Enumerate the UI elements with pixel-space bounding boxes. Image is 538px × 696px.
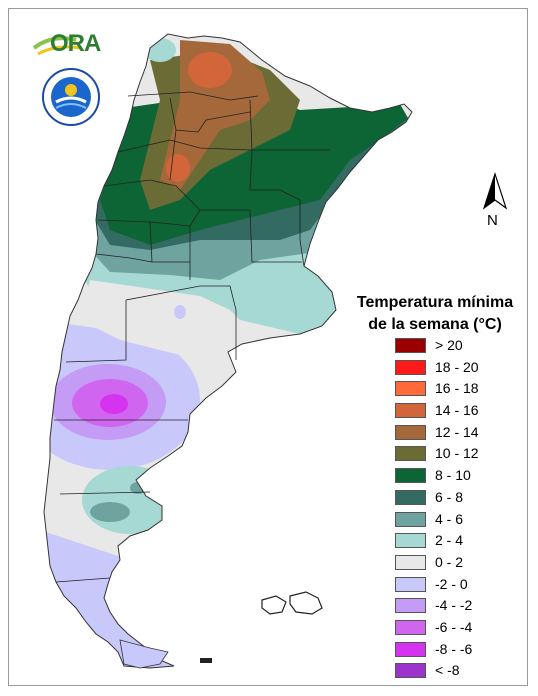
north-arrow-icon — [482, 172, 508, 210]
legend-item: 14 - 16 — [395, 401, 535, 423]
legend-swatch — [395, 424, 426, 440]
legend-label: 12 - 14 — [435, 423, 479, 440]
small-island — [200, 658, 212, 663]
legend-title-line1: Temperatura mínima — [356, 294, 514, 311]
legend-swatch — [395, 468, 426, 484]
legend-item: -8 - -6 — [395, 640, 535, 662]
legend-item: 10 - 12 — [395, 444, 535, 466]
legend-label: -2 - 0 — [435, 575, 468, 592]
legend-item: 6 - 8 — [395, 488, 535, 510]
legend-label: 2 - 4 — [435, 532, 464, 549]
legend: > 20 18 - 20 16 - 18 14 - 16 12 - 14 10 - 12 8… — [395, 336, 535, 683]
legend-swatch — [395, 554, 426, 570]
ora-logo — [32, 36, 81, 56]
tierra-del-fuego — [119, 639, 169, 669]
legend-item: 2 - 4 — [395, 531, 535, 553]
legend-swatch — [395, 381, 426, 397]
legend-label: > 20 — [435, 337, 463, 353]
legend-item: -2 - 0 — [395, 575, 535, 597]
legend-swatch — [395, 446, 426, 462]
legend-label: -6 - -4 — [435, 618, 473, 635]
legend-label: 8 - 10 — [435, 467, 471, 484]
legend-item: 16 - 18 — [395, 379, 535, 401]
legend-label: 0 - 2 — [435, 553, 464, 570]
north-label: N — [487, 212, 498, 229]
legend-swatch — [395, 598, 426, 614]
legend-item: 12 - 14 — [395, 423, 535, 445]
legend-item: -4 - -2 — [395, 596, 535, 618]
malvinas-islands — [261, 591, 323, 615]
legend-label: 6 - 8 — [435, 488, 464, 505]
legend-swatch — [395, 338, 426, 353]
legend-item: 0 - 2 — [395, 553, 535, 575]
legend-swatch — [395, 533, 426, 549]
legend-swatch — [395, 403, 426, 419]
legend-item: -6 - -4 — [395, 618, 535, 640]
legend-label: 18 - 20 — [435, 358, 479, 375]
legend-label: < -8 — [435, 662, 460, 679]
legend-item: 8 - 10 — [395, 466, 535, 488]
legend-swatch — [395, 619, 426, 635]
legend-label: -4 - -2 — [435, 597, 473, 614]
legend-item: 4 - 6 — [395, 510, 535, 532]
legend-swatch — [395, 576, 426, 592]
legend-swatch — [395, 359, 426, 375]
legend-label: 10 - 12 — [435, 445, 479, 462]
legend-item: < -8 — [395, 661, 535, 683]
legend-item: 18 - 20 — [395, 358, 535, 380]
organization-seal-icon — [42, 68, 100, 126]
legend-swatch — [395, 641, 426, 657]
legend-title: Temperatura mínima de la semana (°C) — [340, 292, 530, 336]
legend-label: -8 - -6 — [435, 640, 473, 657]
legend-label: 14 - 16 — [435, 402, 479, 419]
legend-label: 16 - 18 — [435, 380, 479, 397]
legend-item: > 20 — [395, 336, 535, 358]
logo-text: ORA — [50, 30, 101, 57]
legend-label: 4 - 6 — [435, 510, 464, 527]
legend-swatch — [395, 663, 426, 679]
legend-title-line2: de la semana (°C) — [368, 316, 502, 333]
legend-swatch — [395, 511, 426, 527]
legend-swatch — [395, 489, 426, 505]
